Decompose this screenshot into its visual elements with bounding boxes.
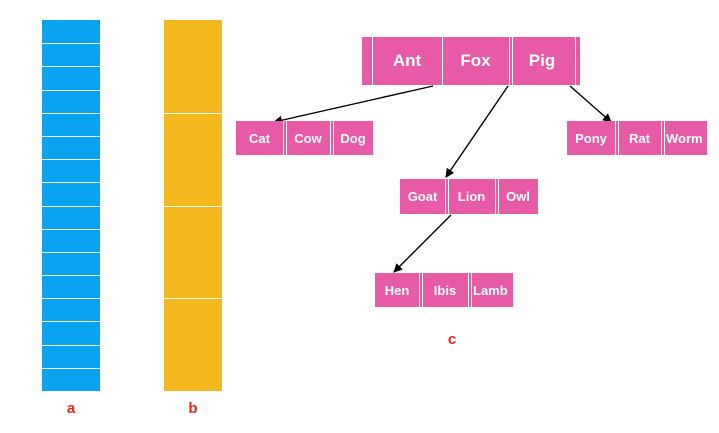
key-pony: Pony — [575, 130, 607, 146]
key-fox: Fox — [460, 51, 491, 70]
column-a-divider — [42, 43, 100, 44]
cat-cow-dog-node: Cat Cow Dog — [236, 121, 373, 155]
column-a-divider — [42, 113, 100, 114]
key-worm: Worm — [666, 130, 703, 146]
label-c: c — [447, 331, 457, 348]
column-b-divider — [164, 298, 222, 299]
column-a-divider — [42, 159, 100, 160]
root-node: Ant Fox Pig — [362, 37, 580, 85]
key-hen: Hen — [384, 282, 410, 298]
label-a: a — [66, 400, 76, 417]
key-dog: Dog — [340, 130, 366, 146]
column-a-divider — [42, 368, 100, 369]
key-lion: Lion — [457, 189, 486, 204]
label-b: b — [188, 400, 198, 417]
column-a-divider — [42, 345, 100, 346]
column-a-divider — [42, 182, 100, 183]
column-a-divider — [42, 206, 100, 207]
column-a-divider — [42, 90, 100, 91]
pony-rat-worm-node: Pony Rat Worm — [567, 121, 707, 155]
goat-lion-owl-node: Goat Lion Owl — [400, 179, 538, 214]
column-a-divider — [42, 229, 100, 230]
key-goat: Goat — [407, 189, 438, 204]
key-cat: Cat — [249, 130, 270, 146]
column-a-divider — [42, 275, 100, 276]
edge-root-to-goat-node — [445, 85, 509, 178]
key-ant: Ant — [392, 51, 422, 70]
key-pig: Pig — [528, 51, 556, 70]
column-a-divider — [42, 252, 100, 253]
key-owl: Owl — [506, 189, 530, 204]
column-a-divider — [42, 136, 100, 137]
column-a-divider — [42, 66, 100, 67]
edge-root-to-pony-node — [569, 85, 612, 123]
edge-root-to-cat-node — [273, 85, 434, 125]
hen-ibis-lamb-node: Hen Ibis Lamb — [375, 273, 513, 307]
key-rat: Rat — [629, 130, 650, 146]
column-b — [164, 20, 222, 391]
key-ibis: Ibis — [433, 282, 457, 298]
column-a-divider — [42, 321, 100, 322]
edge-goat-to-hen-node — [393, 214, 452, 273]
column-b-divider — [164, 113, 222, 114]
column-b-divider — [164, 206, 222, 207]
key-cow: Cow — [294, 130, 322, 146]
column-a-divider — [42, 298, 100, 299]
column-a — [42, 20, 100, 391]
key-lamb: Lamb — [473, 282, 508, 298]
